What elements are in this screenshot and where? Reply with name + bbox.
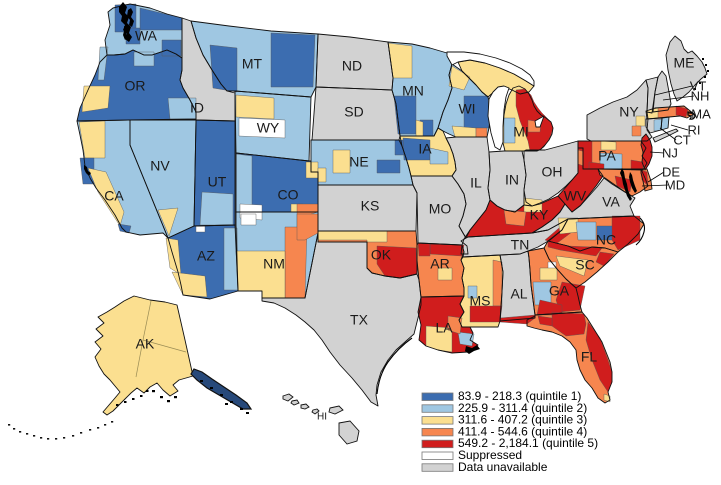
svg-text:CO: CO <box>278 187 299 203</box>
svg-text:NE: NE <box>349 154 368 170</box>
svg-text:WY: WY <box>257 120 280 136</box>
svg-text:LA: LA <box>435 320 453 336</box>
svg-text:WI: WI <box>458 101 475 117</box>
svg-text:ND: ND <box>342 58 362 74</box>
svg-text:OK: OK <box>371 247 392 263</box>
svg-text:MT: MT <box>242 56 263 72</box>
svg-text:WV: WV <box>564 188 587 204</box>
svg-text:AL: AL <box>510 286 527 302</box>
svg-text:KS: KS <box>361 198 380 214</box>
svg-text:MA: MA <box>691 106 711 121</box>
svg-text:549.2 - 2,184.1 (quintile 5): 549.2 - 2,184.1 (quintile 5) <box>458 436 598 450</box>
svg-text:WA: WA <box>135 28 158 44</box>
svg-text:311.6 - 407.2 (quintile 3): 311.6 - 407.2 (quintile 3) <box>458 413 587 427</box>
svg-text:IN: IN <box>505 172 519 188</box>
svg-text:Data unavailable: Data unavailable <box>458 460 548 474</box>
svg-text:AZ: AZ <box>197 248 215 264</box>
svg-text:MO: MO <box>429 201 452 217</box>
svg-text:NC: NC <box>596 232 616 248</box>
svg-text:OH: OH <box>542 164 563 180</box>
svg-text:SC: SC <box>575 257 594 273</box>
svg-text:GA: GA <box>549 283 570 299</box>
svg-text:NJ: NJ <box>662 145 678 160</box>
svg-text:NM: NM <box>263 256 285 272</box>
svg-text:PA: PA <box>598 148 616 164</box>
svg-text:FL: FL <box>581 349 598 365</box>
svg-text:AR: AR <box>430 256 449 272</box>
svg-text:HI: HI <box>317 412 327 423</box>
svg-text:IA: IA <box>418 141 432 157</box>
svg-text:411.4 - 544.6 (quintile 4): 411.4 - 544.6 (quintile 4) <box>458 424 587 438</box>
svg-text:225.9 - 311.4 (quintile 2): 225.9 - 311.4 (quintile 2) <box>458 401 587 415</box>
svg-text:UT: UT <box>208 174 227 190</box>
svg-text:83.9 - 218.3 (quintile 1): 83.9 - 218.3 (quintile 1) <box>458 389 581 403</box>
svg-text:NV: NV <box>150 158 170 174</box>
svg-text:KY: KY <box>530 207 549 223</box>
svg-text:TX: TX <box>350 312 369 328</box>
svg-text:VT: VT <box>690 78 707 93</box>
svg-text:MN: MN <box>402 83 424 99</box>
svg-text:VA: VA <box>602 194 620 210</box>
svg-text:DE: DE <box>662 164 680 179</box>
svg-text:OR: OR <box>125 78 146 94</box>
svg-text:NH: NH <box>691 88 710 103</box>
svg-text:TN: TN <box>511 237 530 253</box>
svg-text:NY: NY <box>619 104 639 120</box>
svg-text:MD: MD <box>665 177 685 192</box>
svg-text:CT: CT <box>673 132 690 147</box>
svg-text:CA: CA <box>104 188 124 204</box>
svg-text:AK: AK <box>136 336 155 352</box>
svg-text:ME: ME <box>674 55 695 71</box>
svg-text:MS: MS <box>470 293 491 309</box>
svg-text:RI: RI <box>688 122 701 137</box>
svg-text:SD: SD <box>344 104 363 120</box>
svg-text:IL: IL <box>470 175 482 191</box>
svg-text:ID: ID <box>190 100 204 116</box>
svg-text:MI: MI <box>513 124 529 140</box>
svg-text:Suppressed: Suppressed <box>458 448 522 462</box>
